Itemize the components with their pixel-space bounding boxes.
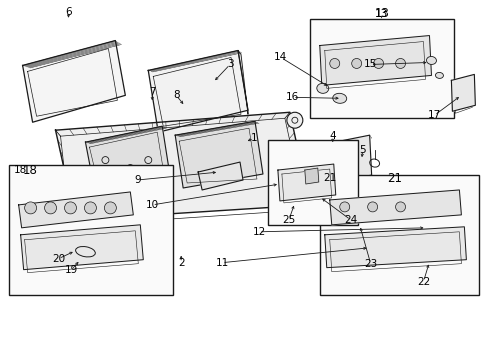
Text: 9: 9 <box>134 175 141 185</box>
Polygon shape <box>450 75 474 111</box>
Polygon shape <box>329 190 461 225</box>
Text: 2: 2 <box>178 258 184 268</box>
Polygon shape <box>85 126 170 194</box>
Circle shape <box>44 202 57 214</box>
Polygon shape <box>319 36 430 85</box>
Text: 8: 8 <box>173 90 179 100</box>
Circle shape <box>373 58 383 68</box>
Circle shape <box>64 202 76 214</box>
Ellipse shape <box>426 57 436 64</box>
Text: 10: 10 <box>145 200 159 210</box>
Circle shape <box>367 202 377 212</box>
Polygon shape <box>20 225 143 270</box>
Ellipse shape <box>332 93 346 103</box>
Text: 25: 25 <box>282 215 295 225</box>
Text: 5: 5 <box>359 145 365 155</box>
Text: 6: 6 <box>65 6 72 17</box>
Polygon shape <box>238 50 247 114</box>
Ellipse shape <box>435 72 443 78</box>
Text: 18: 18 <box>14 165 27 175</box>
Text: 17: 17 <box>427 110 440 120</box>
Text: 16: 16 <box>285 92 299 102</box>
Circle shape <box>286 112 302 128</box>
Circle shape <box>24 202 37 214</box>
Text: 21: 21 <box>386 171 401 185</box>
Polygon shape <box>304 168 318 184</box>
Bar <box>9 165 173 294</box>
Text: 24: 24 <box>344 215 357 225</box>
Text: 19: 19 <box>65 265 78 275</box>
Text: 14: 14 <box>274 53 287 63</box>
Polygon shape <box>277 164 335 201</box>
Circle shape <box>84 202 96 214</box>
Text: 13: 13 <box>374 9 387 19</box>
Circle shape <box>351 58 361 68</box>
Polygon shape <box>148 50 247 132</box>
Text: 23: 23 <box>363 259 377 269</box>
Ellipse shape <box>422 224 435 236</box>
Text: 11: 11 <box>215 258 228 268</box>
Bar <box>319 175 478 294</box>
Text: 18: 18 <box>23 163 38 176</box>
Circle shape <box>104 202 116 214</box>
Ellipse shape <box>316 84 328 93</box>
Text: 3: 3 <box>226 59 233 69</box>
Text: 1: 1 <box>250 133 257 143</box>
Polygon shape <box>22 41 125 122</box>
Polygon shape <box>175 121 263 188</box>
Text: 7: 7 <box>149 87 155 97</box>
Text: 4: 4 <box>329 131 335 141</box>
Circle shape <box>395 202 405 212</box>
Bar <box>267 140 357 225</box>
Text: 20: 20 <box>52 254 65 264</box>
Circle shape <box>329 58 339 68</box>
Polygon shape <box>344 236 401 260</box>
Bar <box>309 19 453 118</box>
Text: 21: 21 <box>323 173 336 183</box>
Polygon shape <box>309 135 371 188</box>
Polygon shape <box>324 227 466 268</box>
Circle shape <box>339 202 349 212</box>
Text: 22: 22 <box>416 276 429 287</box>
Polygon shape <box>19 192 133 228</box>
Text: 15: 15 <box>363 59 377 69</box>
Circle shape <box>395 58 405 68</box>
Polygon shape <box>56 112 309 220</box>
Text: 13: 13 <box>373 7 388 20</box>
Polygon shape <box>198 162 243 190</box>
Text: 12: 12 <box>252 227 265 237</box>
